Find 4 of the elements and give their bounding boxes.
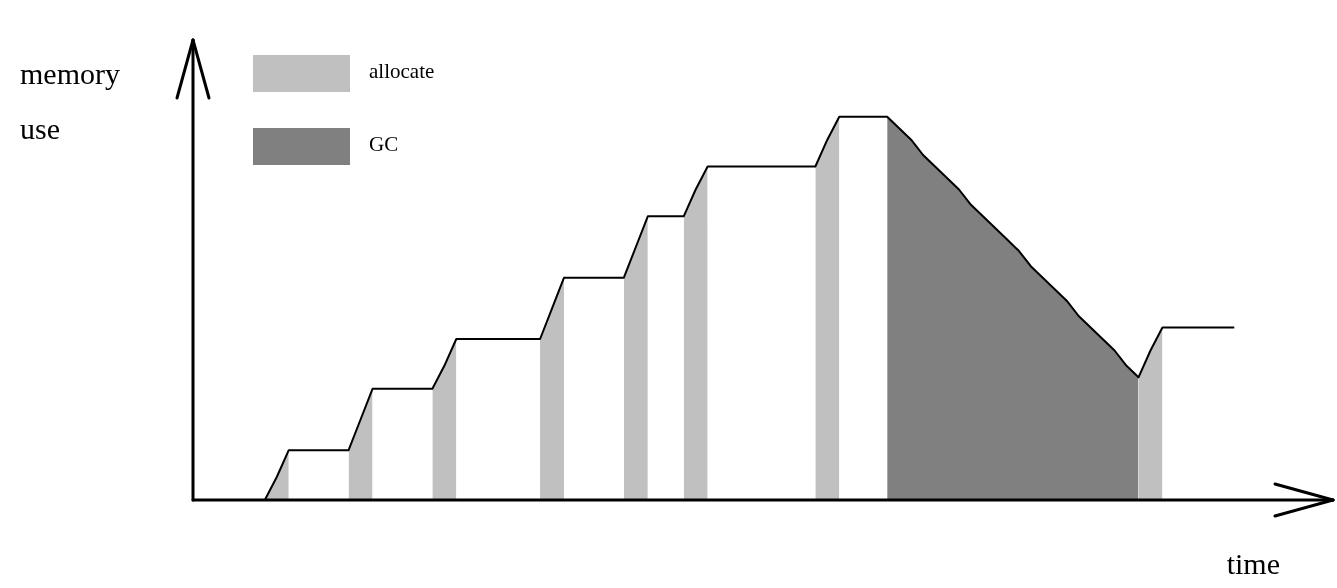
legend-label: GC [369, 131, 399, 156]
x-axis-title: time [1226, 546, 1280, 580]
y-axis-title: memory use [20, 56, 120, 145]
legend-label: allocate [369, 58, 435, 83]
